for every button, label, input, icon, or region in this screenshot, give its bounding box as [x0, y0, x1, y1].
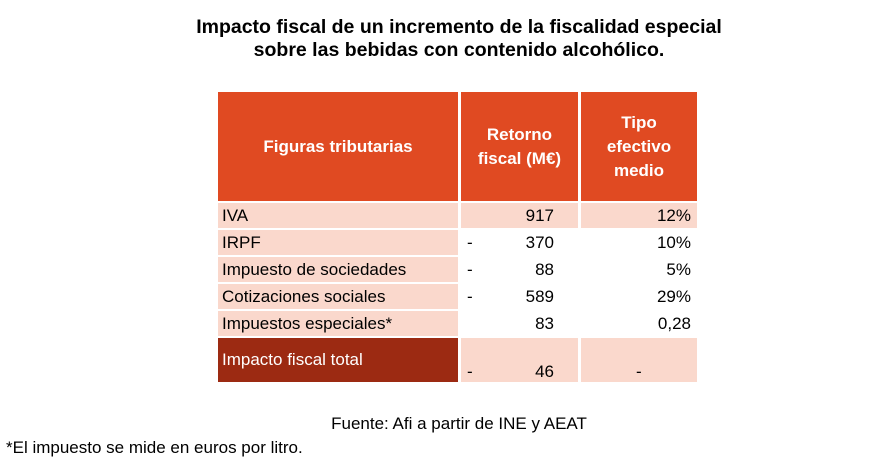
- row-tipo: 29%: [581, 284, 697, 309]
- header-tipo-line-2: efectivo: [606, 136, 672, 156]
- header-figuras: Figuras tributarias: [218, 92, 458, 201]
- source-note: Fuente: Afi a partir de INE y AEAT: [331, 414, 587, 433]
- row-name: IRPF: [218, 230, 458, 255]
- page-title: Impacto fiscal de un incremento de la fi…: [0, 16, 879, 62]
- total-dash: -: [467, 362, 473, 381]
- row-retorno-value: 83: [535, 314, 554, 333]
- row-name: Impuestos especiales*: [218, 311, 458, 336]
- row-tipo: 0,28: [581, 311, 697, 336]
- row-retorno: - 88: [461, 257, 578, 282]
- header-retorno-line-2: fiscal (M€): [477, 148, 562, 168]
- table-header-row: Figuras tributarias Retorno fiscal (M€) …: [218, 92, 697, 201]
- table-row: IVA 917 12%: [218, 203, 697, 228]
- title-line-1: Impacto fiscal de un incremento de la fi…: [196, 16, 722, 38]
- row-tipo: 12%: [581, 203, 697, 228]
- header-retorno: Retorno fiscal (M€): [461, 92, 578, 201]
- total-retorno: - 46: [461, 338, 578, 382]
- table-row: Cotizaciones sociales - 589 29%: [218, 284, 697, 309]
- table-row: Impuesto de sociedades - 88 5%: [218, 257, 697, 282]
- total-tipo-value: -: [636, 362, 642, 381]
- row-dash: -: [467, 287, 473, 306]
- row-dash: -: [467, 233, 473, 252]
- row-name: Impuesto de sociedades: [218, 257, 458, 282]
- header-figuras-label: Figuras tributarias: [263, 136, 413, 156]
- row-retorno: - 370: [461, 230, 578, 255]
- row-tipo: 5%: [581, 257, 697, 282]
- row-retorno-value: 88: [535, 260, 554, 279]
- total-retorno-value: 46: [535, 362, 554, 381]
- row-retorno-value: 370: [525, 233, 554, 252]
- table-row: Impuestos especiales* 83 0,28: [218, 311, 697, 336]
- row-retorno: 83: [461, 311, 578, 336]
- title-line-2: sobre las bebidas con contenido alcohóli…: [253, 39, 665, 61]
- row-retorno: 917: [461, 203, 578, 228]
- row-dash: -: [467, 260, 473, 279]
- row-retorno-value: 589: [525, 287, 554, 306]
- total-tipo: -: [581, 338, 697, 382]
- header-tipo-line-1: Tipo: [621, 112, 657, 132]
- fiscal-impact-table: Figuras tributarias Retorno fiscal (M€) …: [215, 90, 700, 384]
- row-name: Cotizaciones sociales: [218, 284, 458, 309]
- table-total-row: Impacto fiscal total - 46 -: [218, 338, 697, 382]
- table-row: IRPF - 370 10%: [218, 230, 697, 255]
- row-tipo: 10%: [581, 230, 697, 255]
- header-retorno-line-1: Retorno: [486, 124, 553, 144]
- header-tipo-line-3: medio: [613, 160, 665, 180]
- row-retorno-value: 917: [525, 206, 554, 225]
- footnote: *El impuesto se mide en euros por litro.: [6, 438, 303, 457]
- total-name: Impacto fiscal total: [218, 338, 458, 382]
- header-tipo: Tipo efectivo medio: [581, 92, 697, 201]
- row-name: IVA: [218, 203, 458, 228]
- row-retorno: - 589: [461, 284, 578, 309]
